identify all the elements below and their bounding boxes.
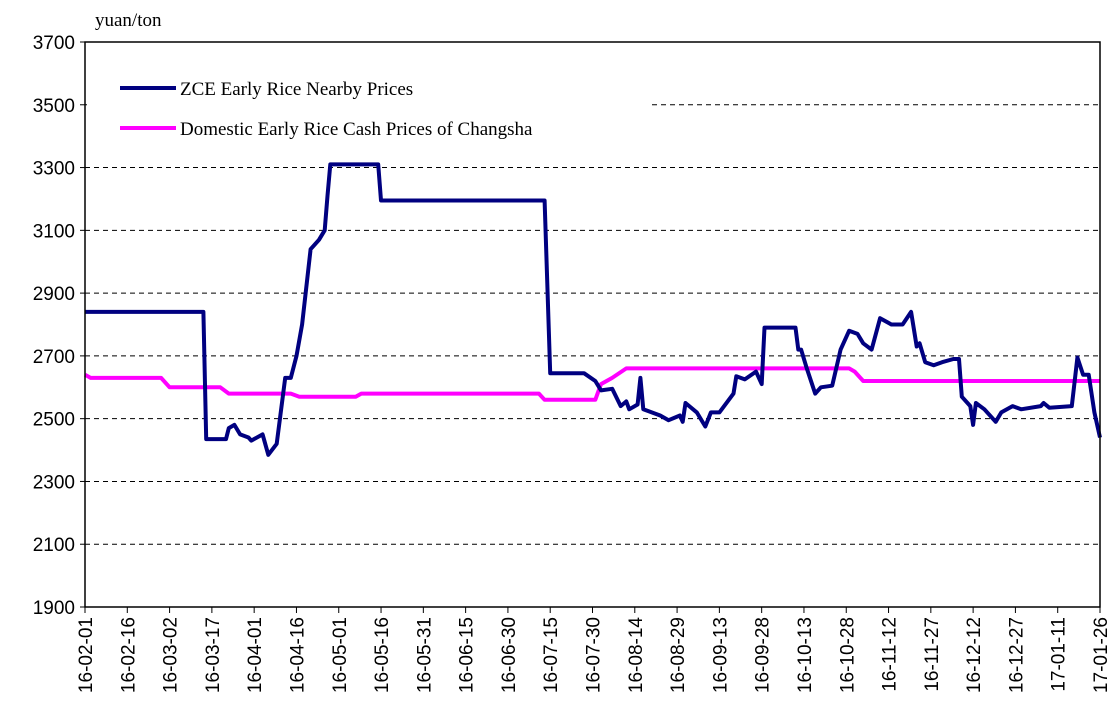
- x-tick-label: 16-02-01: [76, 617, 97, 693]
- x-tick-label: 16-12-27: [1006, 617, 1027, 693]
- x-tick-label: 16-08-14: [626, 617, 647, 693]
- y-tick-label: 3300: [33, 159, 75, 180]
- plot-frame: [84, 41, 1101, 608]
- legend-label: Domestic Early Rice Cash Prices of Chang…: [180, 119, 533, 140]
- x-tick-label: 16-05-01: [330, 617, 351, 693]
- x-tick-label: 16-03-02: [161, 617, 182, 693]
- x-tick-label: 16-04-16: [287, 617, 308, 693]
- x-tick-label: 16-07-15: [541, 617, 562, 693]
- x-tick-label: 16-02-16: [118, 617, 139, 693]
- x-tick-label: 16-06-30: [499, 617, 520, 693]
- y-unit-label: yuan/ton: [95, 10, 162, 31]
- x-tick-label: 16-04-01: [245, 617, 266, 693]
- x-tick-label: 16-07-30: [584, 617, 605, 693]
- legend-background: [87, 70, 652, 150]
- x-tick-label: 16-11-27: [922, 617, 943, 692]
- x-tick-label: 16-09-28: [753, 617, 774, 693]
- y-tick-label: 2100: [33, 535, 75, 556]
- y-tick-label: 2300: [33, 472, 75, 493]
- y-tick-label: 2700: [33, 347, 75, 368]
- series-line: [84, 366, 1100, 402]
- x-tick-label: 16-12-12: [964, 617, 985, 693]
- x-tick-label: 17-01-26: [1091, 617, 1112, 693]
- series-line: [85, 162, 1102, 457]
- x-tick-label: 16-10-28: [837, 617, 858, 693]
- x-tick-label: 16-03-17: [203, 617, 224, 693]
- y-tick-label: 2500: [33, 410, 75, 431]
- x-tick-label: 16-09-13: [710, 617, 731, 693]
- x-tick-label: 16-05-31: [414, 617, 435, 693]
- x-tick-label: 16-06-15: [457, 617, 478, 693]
- y-tick-label: 3100: [33, 221, 75, 242]
- x-tick-label: 16-10-13: [795, 617, 816, 693]
- y-tick-label: 3700: [33, 33, 75, 54]
- y-tick-label: 2900: [33, 284, 75, 305]
- y-tick-label: 3500: [33, 96, 75, 117]
- x-tick-label: 16-05-16: [372, 617, 393, 693]
- x-tick-label: 16-08-29: [668, 617, 689, 693]
- x-tick-label: 16-11-12: [880, 617, 901, 692]
- y-tick-label: 1900: [33, 598, 75, 619]
- x-tick-label: 17-01-11: [1049, 617, 1070, 692]
- legend-label: ZCE Early Rice Nearby Prices: [180, 79, 413, 100]
